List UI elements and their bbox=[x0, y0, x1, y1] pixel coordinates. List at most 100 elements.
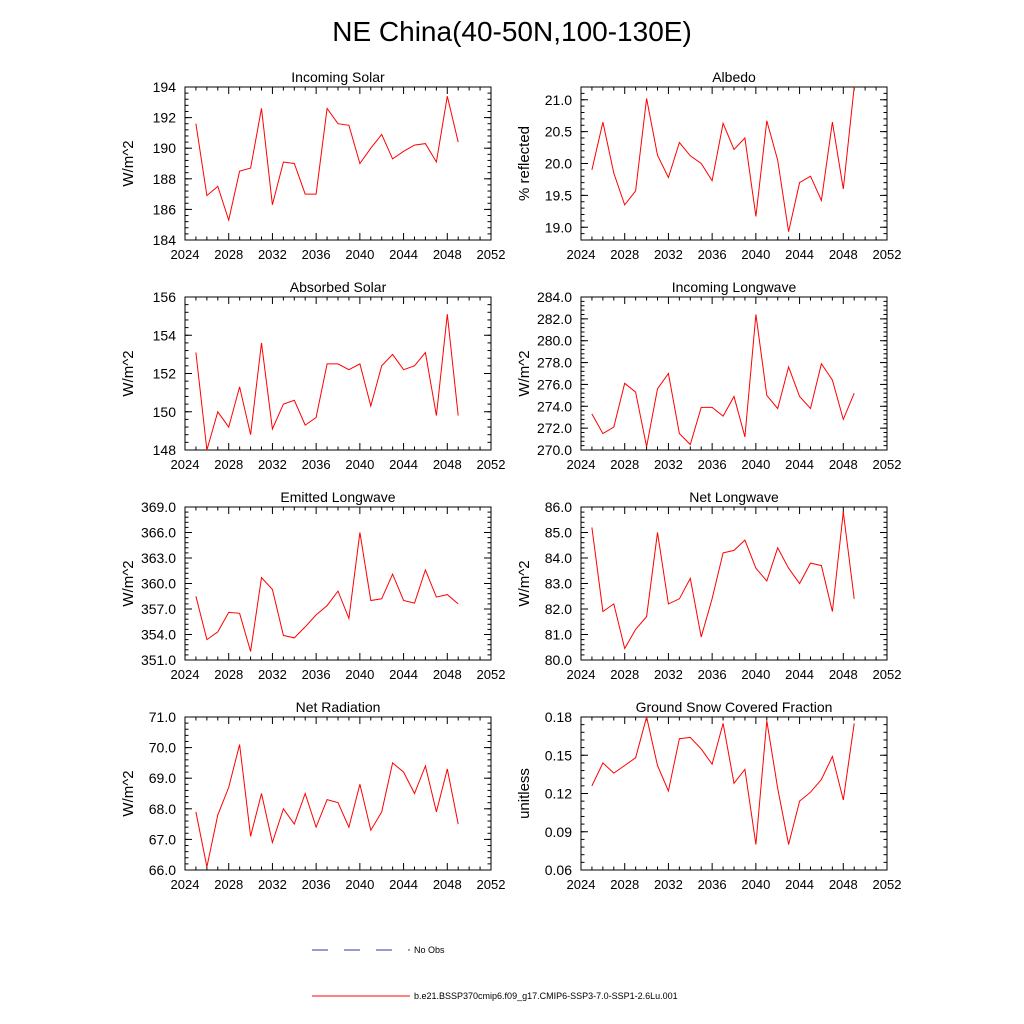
x-tick-label: 2036 bbox=[698, 667, 727, 682]
x-tick-label: 2028 bbox=[610, 667, 639, 682]
y-tick-label: 85.0 bbox=[545, 525, 572, 541]
series-line-0 bbox=[591, 716, 855, 845]
panel-title: Absorbed Solar bbox=[290, 279, 387, 295]
y-tick-label: 81.0 bbox=[545, 627, 572, 643]
x-tick-label: 2052 bbox=[873, 877, 902, 892]
y-axis-label: W/m^2 bbox=[120, 350, 137, 396]
y-tick-label: 0.09 bbox=[545, 824, 572, 840]
plot-frame bbox=[184, 716, 492, 871]
x-tick-label: 2048 bbox=[829, 247, 858, 262]
y-tick-label: 80.0 bbox=[545, 652, 572, 668]
y-tick-label: 20.5 bbox=[545, 124, 572, 140]
x-tick-label: 2024 bbox=[567, 457, 596, 472]
panels: Incoming Solar W/m^2 2024 2028 2032 2036 2040 2… bbox=[120, 69, 901, 892]
x-tick-label: 2032 bbox=[654, 457, 683, 472]
y-tick-label: 190 bbox=[153, 140, 177, 156]
figure-title: NE China(40-50N,100-130E) bbox=[332, 16, 692, 47]
x-tick-label: 2032 bbox=[258, 877, 287, 892]
y-tick-label: 21.0 bbox=[545, 92, 572, 108]
legend-model-label: b.e21.BSSP370cmip6.f09_g17.CMIP6-SSP3-7.… bbox=[414, 991, 678, 1001]
x-tick-label: 2040 bbox=[741, 877, 770, 892]
legend-obs-label: No Obs bbox=[414, 945, 445, 955]
series-line-0 bbox=[195, 744, 459, 868]
y-tick-label: 357.0 bbox=[141, 601, 176, 617]
x-tick-label: 2044 bbox=[389, 877, 418, 892]
y-tick-label: 0.12 bbox=[545, 786, 572, 802]
y-tick-label: 19.0 bbox=[545, 219, 572, 235]
x-tick-label: 2048 bbox=[829, 667, 858, 682]
x-tick-label: 2052 bbox=[477, 247, 506, 262]
y-tick-label: 68.0 bbox=[149, 801, 176, 817]
x-tick-label: 2052 bbox=[477, 457, 506, 472]
y-tick-label: 354.0 bbox=[141, 627, 176, 643]
plot-frame bbox=[184, 506, 492, 661]
x-tick-label: 2048 bbox=[829, 457, 858, 472]
y-tick-label: 150 bbox=[153, 404, 177, 420]
panel-6: Net Radiation W/m^2 2024 2028 2032 2036 2040 20… bbox=[120, 699, 505, 892]
series-line-0 bbox=[195, 96, 459, 223]
x-tick-label: 2028 bbox=[214, 667, 243, 682]
x-tick-label: 2028 bbox=[214, 247, 243, 262]
panel-5: Net Longwave W/m^2 2024 2028 2032 2036 2040 204… bbox=[516, 489, 901, 682]
panel-title: Net Radiation bbox=[296, 699, 381, 715]
x-tick-label: 2032 bbox=[654, 877, 683, 892]
y-tick-label: 280.0 bbox=[537, 333, 572, 349]
x-tick-label: 2044 bbox=[389, 247, 418, 262]
x-tick-label: 2028 bbox=[214, 877, 243, 892]
x-tick-label: 2024 bbox=[567, 667, 596, 682]
panel-title: Ground Snow Covered Fraction bbox=[636, 699, 833, 715]
panel-7: Ground Snow Covered Fraction unitless 2024… bbox=[516, 699, 901, 892]
series-line-0 bbox=[591, 86, 855, 232]
y-tick-label: 274.0 bbox=[537, 398, 572, 414]
x-tick-label: 2024 bbox=[171, 667, 200, 682]
y-axis-label: W/m^2 bbox=[120, 560, 137, 606]
x-tick-label: 2032 bbox=[258, 457, 287, 472]
x-tick-label: 2024 bbox=[171, 247, 200, 262]
panel-title: Albedo bbox=[712, 69, 756, 85]
panel-3: Incoming Longwave W/m^2 2024 2028 2032 2036 20… bbox=[516, 279, 901, 472]
y-tick-label: 184 bbox=[153, 232, 177, 248]
panel-title: Emitted Longwave bbox=[280, 489, 395, 505]
panel-4: Emitted Longwave W/m^2 2024 2028 2032 2036 204… bbox=[120, 489, 505, 682]
x-tick-label: 2036 bbox=[302, 667, 331, 682]
x-tick-label: 2040 bbox=[741, 667, 770, 682]
y-tick-label: 67.0 bbox=[149, 831, 176, 847]
y-tick-label: 86.0 bbox=[545, 499, 572, 515]
y-tick-label: 276.0 bbox=[537, 376, 572, 392]
series-line-0 bbox=[591, 314, 855, 447]
x-tick-label: 2024 bbox=[171, 457, 200, 472]
x-tick-label: 2036 bbox=[698, 457, 727, 472]
x-tick-label: 2036 bbox=[302, 457, 331, 472]
y-tick-label: 20.0 bbox=[545, 156, 572, 172]
x-tick-label: 2048 bbox=[433, 667, 462, 682]
panel-title: Net Longwave bbox=[689, 489, 779, 505]
panel-2: Absorbed Solar W/m^2 2024 2028 2032 2036 2040 2… bbox=[120, 279, 505, 472]
y-tick-label: 84.0 bbox=[545, 550, 572, 566]
x-tick-label: 2024 bbox=[171, 877, 200, 892]
y-tick-label: 83.0 bbox=[545, 576, 572, 592]
y-axis-label: % reflected bbox=[516, 126, 533, 201]
x-tick-label: 2040 bbox=[345, 457, 374, 472]
y-axis-label: unitless bbox=[516, 768, 533, 819]
y-tick-label: 282.0 bbox=[537, 311, 572, 327]
y-tick-label: 82.0 bbox=[545, 601, 572, 617]
x-tick-label: 2032 bbox=[258, 247, 287, 262]
plot-frame bbox=[580, 86, 888, 241]
x-tick-label: 2040 bbox=[345, 877, 374, 892]
y-tick-label: 366.0 bbox=[141, 525, 176, 541]
x-tick-label: 2044 bbox=[785, 457, 814, 472]
x-tick-label: 2052 bbox=[873, 667, 902, 682]
y-tick-label: 360.0 bbox=[141, 576, 176, 592]
x-tick-label: 2036 bbox=[698, 247, 727, 262]
x-tick-label: 2048 bbox=[433, 877, 462, 892]
y-axis-label: W/m^2 bbox=[120, 770, 137, 816]
y-tick-label: 71.0 bbox=[149, 709, 176, 725]
x-tick-label: 2032 bbox=[258, 667, 287, 682]
x-tick-label: 2052 bbox=[873, 247, 902, 262]
y-tick-label: 148 bbox=[153, 442, 177, 458]
x-tick-label: 2024 bbox=[567, 877, 596, 892]
y-tick-label: 363.0 bbox=[141, 550, 176, 566]
y-axis-label: W/m^2 bbox=[516, 560, 533, 606]
y-tick-label: 351.0 bbox=[141, 652, 176, 668]
y-tick-label: 154 bbox=[153, 327, 177, 343]
